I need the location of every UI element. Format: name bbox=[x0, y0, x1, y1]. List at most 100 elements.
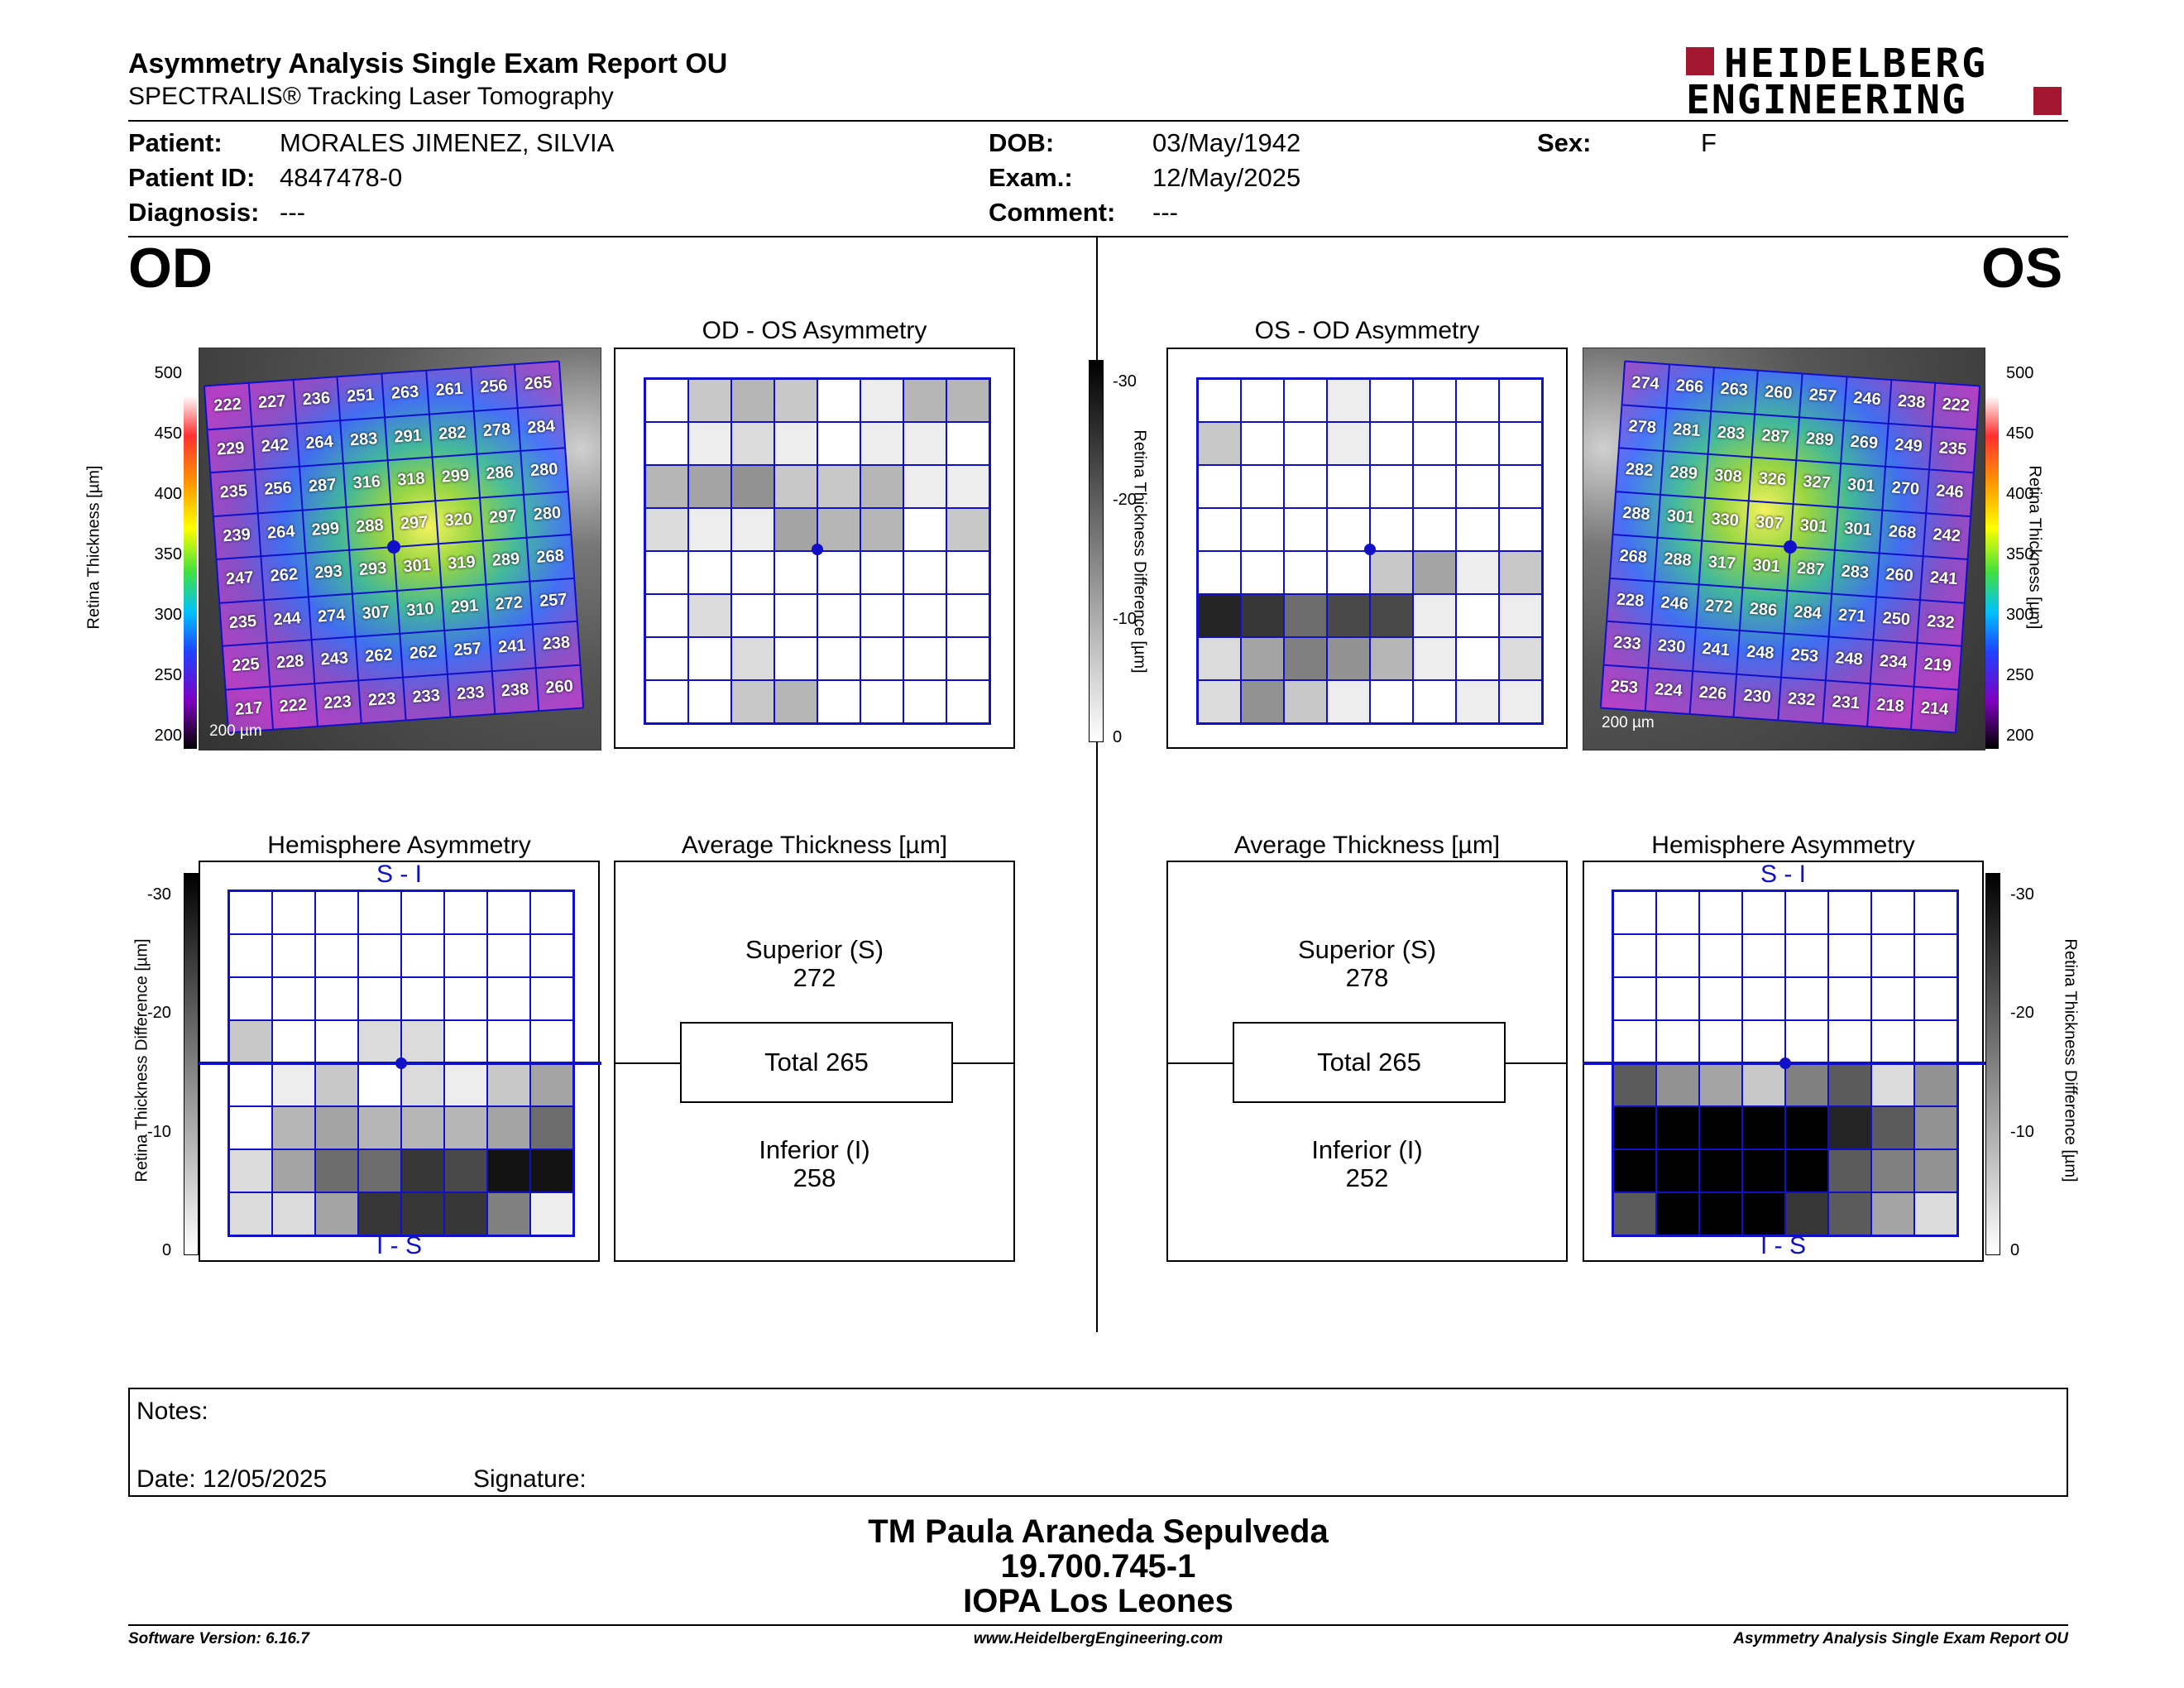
grid-cell bbox=[1456, 422, 1499, 465]
od-thickness-value: 293 bbox=[314, 562, 343, 583]
grid-cell bbox=[817, 680, 860, 723]
grid-cell bbox=[1284, 508, 1327, 551]
grid-cell bbox=[774, 680, 817, 723]
header-divider bbox=[128, 120, 2068, 122]
grid-cell bbox=[1656, 891, 1699, 934]
logo-line2: ENGINEERING bbox=[1686, 77, 1967, 123]
grid-cell bbox=[1613, 934, 1656, 977]
grid-cell bbox=[1656, 1063, 1699, 1106]
od-total-box: Total 265 bbox=[680, 1022, 953, 1103]
os-hemi-grid bbox=[1612, 890, 1959, 1237]
grid-cell bbox=[860, 379, 903, 422]
grid-cell bbox=[645, 508, 688, 551]
od-thickness-value: 242 bbox=[261, 435, 290, 456]
grid-cell bbox=[946, 594, 989, 637]
os-asym-grid bbox=[1196, 377, 1544, 725]
os-tick: 200 bbox=[2006, 727, 2034, 745]
grid-cell bbox=[1413, 637, 1456, 680]
grid-cell bbox=[1456, 379, 1499, 422]
grid-cell bbox=[1656, 1106, 1699, 1149]
od-thickness-value: 241 bbox=[497, 636, 527, 657]
grid-cell bbox=[946, 508, 989, 551]
od-asym-title: OD - OS Asymmetry bbox=[702, 317, 927, 344]
od-thickness-value: 223 bbox=[323, 692, 352, 713]
logo-line1: HEIDELBERG bbox=[1724, 41, 1988, 87]
grid-cell bbox=[1456, 508, 1499, 551]
os-thickness-value: 263 bbox=[1719, 379, 1749, 400]
stamp-line2: 19.700.745-1 bbox=[1000, 1548, 1196, 1585]
od-thickness-value: 286 bbox=[485, 463, 515, 484]
grid-cell bbox=[1284, 379, 1327, 422]
od-thickness-value: 225 bbox=[231, 655, 261, 676]
os-thickness-value: 232 bbox=[1787, 689, 1817, 710]
website-link[interactable]: www.HeidelbergEngineering.com bbox=[973, 1630, 1224, 1647]
grid-cell bbox=[817, 551, 860, 594]
os-tick: 250 bbox=[2006, 666, 2034, 684]
grid-cell bbox=[1699, 977, 1742, 1020]
od-tick: 400 bbox=[154, 485, 182, 503]
grid-cell bbox=[315, 977, 358, 1020]
grid-cell bbox=[272, 1192, 315, 1235]
od-thickness-value: 320 bbox=[443, 510, 473, 530]
os-avg-panel: Superior (S) 278 Total 265 Inferior (I) … bbox=[1166, 861, 1568, 1262]
dob-label: DOB: bbox=[989, 128, 1055, 157]
grid-cell bbox=[860, 680, 903, 723]
os-thickness-value: 301 bbox=[1751, 556, 1781, 577]
grid-cell bbox=[774, 551, 817, 594]
os-thickness-value: 253 bbox=[1789, 645, 1819, 666]
grid-cell bbox=[1198, 551, 1241, 594]
grid-cell bbox=[358, 977, 401, 1020]
os-tick: 400 bbox=[2006, 485, 2034, 503]
os-total-box: Total 265 bbox=[1233, 1022, 1506, 1103]
grid-cell bbox=[860, 551, 903, 594]
grid-cell bbox=[1327, 594, 1370, 637]
grid-cell bbox=[1871, 1020, 1914, 1063]
grid-cell bbox=[1828, 891, 1871, 934]
os-thickness-value: 288 bbox=[1621, 503, 1651, 524]
os-thickness-value: 230 bbox=[1657, 636, 1686, 657]
grid-cell bbox=[1828, 1063, 1871, 1106]
od-thickness-value: 244 bbox=[272, 608, 302, 630]
od-thickness-value: 272 bbox=[494, 593, 524, 614]
grid-cell bbox=[1785, 1106, 1828, 1149]
os-hemi-colorbar bbox=[1985, 873, 2000, 1255]
grid-cell bbox=[487, 1020, 530, 1063]
os-thickness-value: 249 bbox=[1894, 435, 1923, 456]
os-hemi-tick: -20 bbox=[2010, 1004, 2034, 1022]
notes-box[interactable]: Notes: Date: 12/05/2025 Signature: bbox=[128, 1388, 2068, 1497]
grid-cell bbox=[1828, 934, 1871, 977]
grid-cell bbox=[530, 977, 573, 1020]
od-thickness-value: 301 bbox=[402, 556, 432, 577]
grid-cell bbox=[1456, 551, 1499, 594]
grid-cell bbox=[860, 637, 903, 680]
od-avg-title: Average Thickness [µm] bbox=[681, 832, 948, 859]
grid-cell bbox=[1413, 465, 1456, 508]
grid-cell bbox=[1699, 891, 1742, 934]
os-thickness-value: 235 bbox=[1938, 439, 1967, 459]
grid-cell bbox=[401, 977, 444, 1020]
grid-cell bbox=[860, 422, 903, 465]
grid-cell bbox=[272, 1106, 315, 1149]
os-hemi-bottom-label: I - S bbox=[1760, 1232, 1806, 1259]
grid-cell bbox=[1871, 934, 1914, 977]
grid-cell bbox=[401, 1063, 444, 1106]
grid-cell bbox=[860, 508, 903, 551]
os-thickness-value: 330 bbox=[1710, 510, 1740, 530]
os-thickness-value: 287 bbox=[1796, 559, 1826, 580]
os-thickness-colorbar bbox=[1985, 348, 1999, 749]
grid-cell bbox=[1656, 1192, 1699, 1235]
od-asym-panel bbox=[614, 348, 1015, 749]
os-hemi-tick: 0 bbox=[2010, 1241, 2020, 1259]
grid-cell bbox=[688, 508, 731, 551]
center-divider bbox=[1096, 237, 1098, 1332]
grid-cell bbox=[315, 1192, 358, 1235]
grid-cell bbox=[946, 637, 989, 680]
software-version: Software Version: 6.16.7 bbox=[128, 1630, 309, 1647]
os-thickness-value: 242 bbox=[1932, 525, 1961, 546]
grid-cell bbox=[1871, 1063, 1914, 1106]
grid-cell bbox=[1699, 1192, 1742, 1235]
od-thickness-value: 287 bbox=[308, 475, 338, 496]
grid-cell bbox=[1828, 1020, 1871, 1063]
os-thickness-value: 214 bbox=[1920, 698, 1950, 719]
od-thickness-value: 223 bbox=[367, 689, 397, 710]
